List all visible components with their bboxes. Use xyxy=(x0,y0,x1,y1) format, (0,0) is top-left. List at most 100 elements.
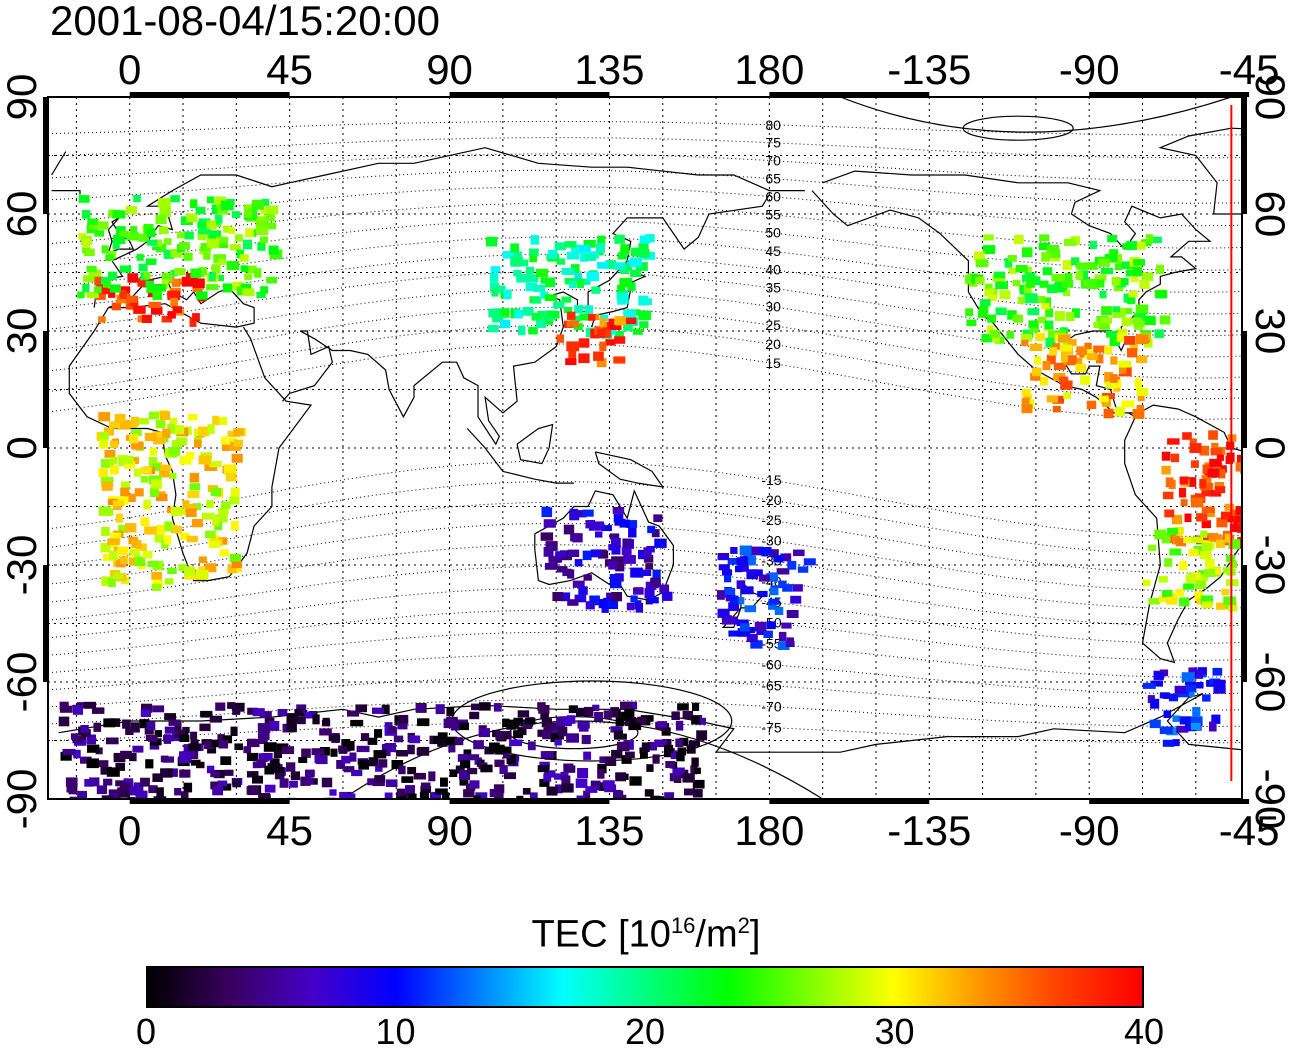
tec-cell xyxy=(269,758,280,766)
tec-cell xyxy=(374,729,383,738)
tec-cell xyxy=(617,252,627,260)
tec-cell xyxy=(1258,516,1266,525)
tec-cell xyxy=(598,599,608,609)
tec-cell xyxy=(529,253,537,263)
tec-cell xyxy=(60,751,72,761)
tec-cell xyxy=(190,268,202,278)
tec-cell xyxy=(214,514,228,523)
tec-cell xyxy=(1176,725,1189,733)
tec-cell xyxy=(192,313,200,322)
tec-cell xyxy=(164,238,172,245)
tec-cell xyxy=(556,334,564,343)
tec-cell xyxy=(766,573,779,582)
tec-cell xyxy=(190,199,198,209)
tec-cell xyxy=(1148,598,1161,605)
tec-cell xyxy=(585,327,595,338)
tec-cell xyxy=(621,547,632,556)
tec-cell xyxy=(717,590,725,600)
tec-cell xyxy=(336,760,345,769)
tec-cell xyxy=(1165,477,1174,488)
tec-cell xyxy=(153,437,166,445)
tec-cell xyxy=(1121,400,1135,408)
tec-cell xyxy=(471,703,481,711)
tec-cell xyxy=(621,755,632,764)
tec-cell xyxy=(469,780,480,789)
tec-cell xyxy=(724,575,732,583)
tec-cell xyxy=(575,707,585,717)
colorbar-tick-label: 40 xyxy=(1123,1011,1165,1052)
tec-cell xyxy=(619,266,629,274)
colorbar-tick-label: 30 xyxy=(874,1011,915,1052)
tec-cell xyxy=(792,584,803,592)
tec-cell xyxy=(540,277,550,284)
tec-cell xyxy=(205,563,217,573)
tec-cell xyxy=(239,254,249,262)
tec-cell xyxy=(786,610,799,618)
contour-label: 50 xyxy=(765,225,781,241)
tec-cell xyxy=(341,755,351,764)
tec-cell xyxy=(571,244,580,254)
tec-cell xyxy=(381,744,395,751)
tec-cell xyxy=(243,204,255,212)
tec-cell xyxy=(222,735,233,744)
tec-cell xyxy=(1046,395,1059,403)
tec-cell xyxy=(1205,532,1219,543)
tec-cell xyxy=(190,731,198,740)
tec-cell xyxy=(583,751,592,760)
tec-cell xyxy=(122,719,131,729)
tec-cell xyxy=(420,786,432,793)
tec-cell xyxy=(1094,274,1107,281)
tec-cell xyxy=(179,751,192,761)
tec-cell xyxy=(525,282,538,292)
tec-cell xyxy=(1049,347,1058,356)
tec-cell xyxy=(101,481,113,491)
tec-cell xyxy=(978,305,989,313)
tec-cell xyxy=(405,785,415,794)
tec-cell xyxy=(545,541,558,551)
tec-cell xyxy=(204,740,215,749)
tec-cell xyxy=(676,751,685,762)
tec-cell xyxy=(215,702,226,711)
coastline xyxy=(811,170,1242,664)
tec-cell xyxy=(611,592,622,602)
tec-cell xyxy=(58,716,70,727)
tec-cell xyxy=(62,748,76,756)
tec-cell xyxy=(236,249,244,259)
tec-cell xyxy=(1012,279,1021,287)
tec-cell xyxy=(467,754,480,761)
tec-cell xyxy=(114,413,126,423)
tec-cell xyxy=(198,455,212,465)
tec-cell xyxy=(640,715,654,722)
tec-cell xyxy=(1114,407,1125,417)
tec-cell xyxy=(574,273,583,283)
tec-cell xyxy=(1179,560,1188,571)
tec-cell xyxy=(682,773,695,783)
tec-cell xyxy=(152,431,165,440)
tec-cell xyxy=(1201,490,1211,497)
top-lon-tick-label: 45 xyxy=(266,46,313,93)
tec-cell xyxy=(304,777,314,785)
tec-cell xyxy=(232,211,241,218)
tec-cell xyxy=(103,427,114,436)
tec-cell xyxy=(415,703,426,713)
tec-cell xyxy=(1182,432,1192,440)
tec-cell xyxy=(1175,589,1185,597)
tec-cell xyxy=(736,557,749,566)
tec-cell xyxy=(1203,568,1216,577)
tec-cell xyxy=(1043,297,1052,307)
tec-cell xyxy=(120,481,130,490)
tec-cell xyxy=(167,311,176,319)
tec-cell xyxy=(142,550,153,559)
tec-cell xyxy=(539,778,550,787)
tec-cell xyxy=(567,599,579,606)
tec-cell xyxy=(757,590,768,598)
tec-cell xyxy=(130,226,138,233)
tec-cell xyxy=(1207,468,1220,478)
tec-cell xyxy=(240,265,249,273)
tec-cell xyxy=(208,540,220,549)
contour-line xyxy=(48,587,1242,644)
tec-cell xyxy=(1185,574,1197,584)
tec-cell xyxy=(184,566,195,576)
tec-cell xyxy=(1105,381,1117,389)
tec-cell xyxy=(258,753,269,762)
